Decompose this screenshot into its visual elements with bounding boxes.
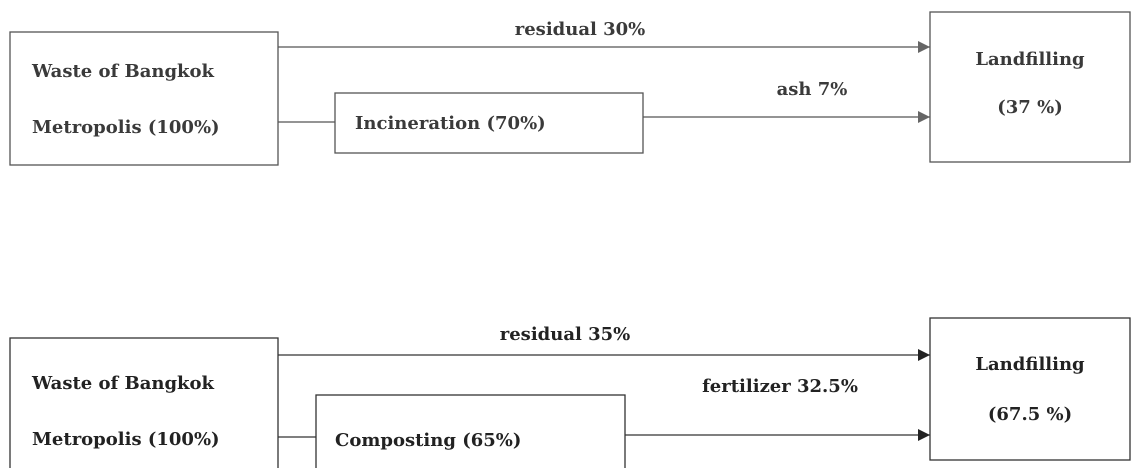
edge-label: residual 30% xyxy=(515,19,646,40)
process-box xyxy=(315,394,626,468)
target-label: (37 %) xyxy=(997,97,1062,118)
edge-label: ash 7% xyxy=(777,79,848,100)
source-box xyxy=(9,337,279,468)
edge-label: residual 35% xyxy=(500,324,631,345)
process-label: Composting (65%) xyxy=(335,430,521,451)
target-label: Landfilling xyxy=(975,49,1085,70)
target-box xyxy=(929,317,1131,461)
target-label: (67.5 %) xyxy=(988,404,1072,425)
source-label: Waste of Bangkok xyxy=(31,373,215,394)
source-label: Metropolis (100%) xyxy=(32,117,220,138)
incineration-flow: Waste of Bangkok Metropolis (100%) Incin… xyxy=(9,11,1131,166)
target-box xyxy=(929,11,1131,163)
target-label: Landfilling xyxy=(975,354,1085,375)
process-box xyxy=(334,92,644,154)
source-box xyxy=(9,31,279,166)
edge-label: fertilizer 32.5% xyxy=(702,376,858,397)
source-label: Waste of Bangkok xyxy=(31,61,215,82)
source-label: Metropolis (100%) xyxy=(32,429,220,450)
composting-flow: Waste of Bangkok Metropolis (100%) Compo… xyxy=(9,317,1131,468)
process-label: Incineration (70%) xyxy=(355,113,546,134)
